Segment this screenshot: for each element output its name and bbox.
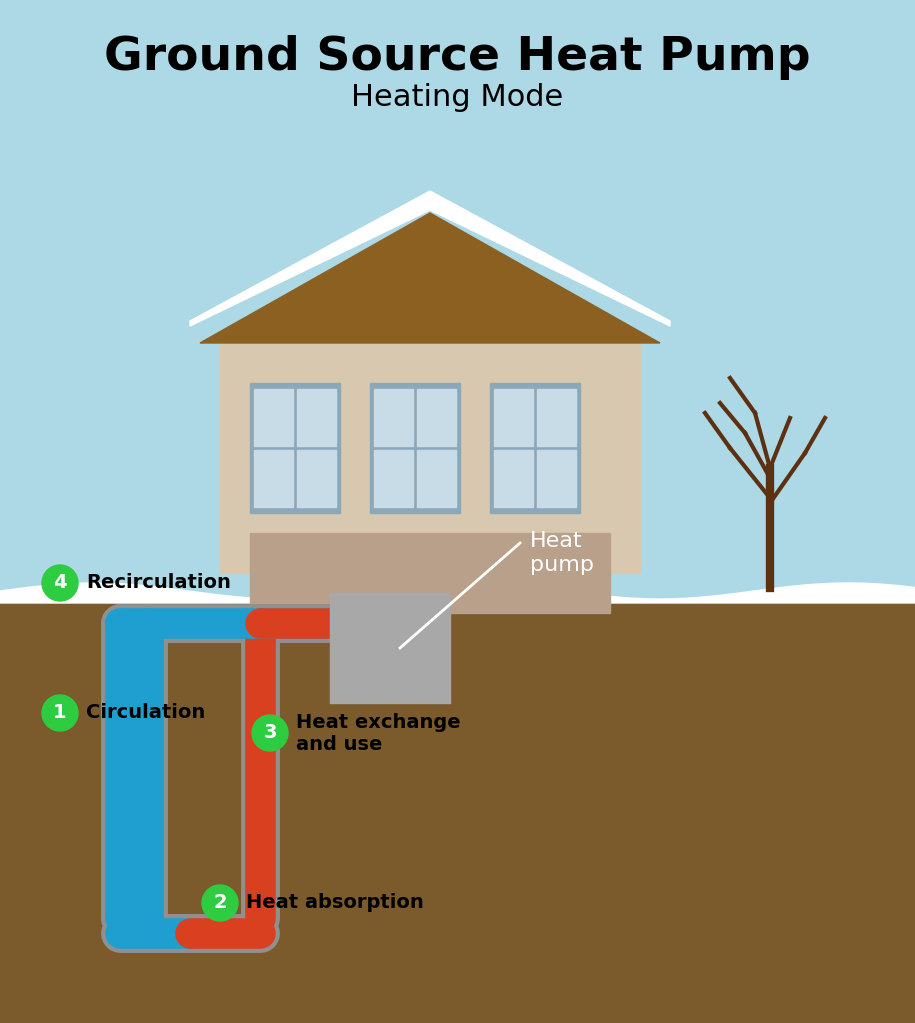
Text: Heat absorption: Heat absorption bbox=[246, 893, 424, 913]
Polygon shape bbox=[200, 213, 660, 343]
Bar bbox=[374, 450, 413, 507]
Text: Ground Source Heat Pump: Ground Source Heat Pump bbox=[103, 36, 811, 81]
Circle shape bbox=[202, 885, 238, 921]
Bar bbox=[250, 533, 610, 613]
Text: Heating Mode: Heating Mode bbox=[350, 84, 563, 113]
Bar bbox=[374, 389, 413, 446]
Bar bbox=[250, 383, 340, 513]
Text: Circulation: Circulation bbox=[86, 704, 205, 722]
Bar bbox=[537, 389, 576, 446]
Bar bbox=[0, 603, 915, 1023]
Bar bbox=[330, 593, 450, 703]
Polygon shape bbox=[0, 583, 915, 603]
Bar bbox=[254, 389, 293, 446]
Polygon shape bbox=[190, 191, 670, 326]
Text: 3: 3 bbox=[264, 723, 276, 743]
Bar bbox=[537, 450, 576, 507]
Text: Heat
pump: Heat pump bbox=[530, 531, 594, 575]
Circle shape bbox=[252, 715, 288, 751]
Text: 4: 4 bbox=[53, 574, 67, 592]
Bar bbox=[490, 383, 580, 513]
Bar bbox=[417, 389, 456, 446]
Bar bbox=[494, 389, 533, 446]
Circle shape bbox=[42, 695, 78, 731]
Circle shape bbox=[42, 565, 78, 601]
Text: 2: 2 bbox=[213, 893, 227, 913]
Bar bbox=[417, 450, 456, 507]
Bar bbox=[220, 343, 640, 573]
Text: Recirculation: Recirculation bbox=[86, 574, 231, 592]
Bar bbox=[297, 450, 336, 507]
Bar bbox=[494, 450, 533, 507]
Text: 1: 1 bbox=[53, 704, 67, 722]
Text: Heat exchange
and use: Heat exchange and use bbox=[296, 712, 460, 754]
Bar bbox=[254, 450, 293, 507]
Bar bbox=[370, 383, 460, 513]
Bar bbox=[297, 389, 336, 446]
